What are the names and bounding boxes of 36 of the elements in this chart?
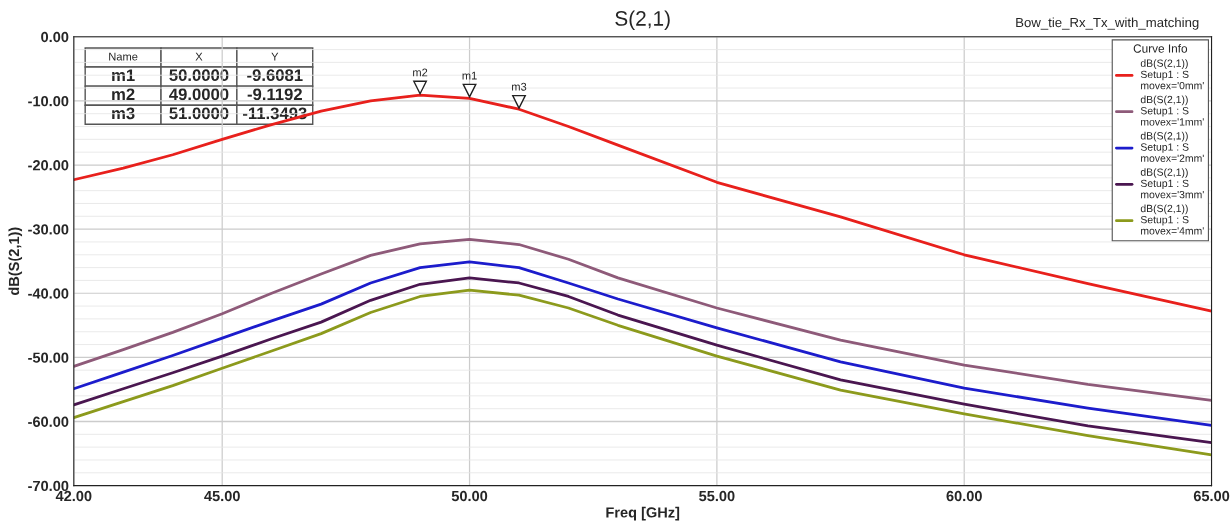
chart-title: S(2,1): [615, 10, 670, 30]
annotation: m1: [112, 69, 135, 81]
line-series: [73, 260, 1212, 427]
y-tick-label: -30.00: [28, 224, 69, 235]
annotation: 49.0000: [169, 88, 229, 101]
x-tick-label: 42.00: [55, 490, 92, 502]
annotation: X: [195, 52, 203, 61]
x-tick-label: 50.00: [451, 490, 488, 502]
y-tick-label: -60.00: [28, 416, 69, 427]
x-axis-title: Freq [GHz]: [606, 506, 680, 521]
annotation: -9.6081: [247, 69, 303, 82]
annotation: m1: [462, 71, 477, 80]
annotation: m2: [112, 88, 135, 100]
x-tick-label: 55.00: [699, 490, 735, 502]
x-tick-label: 45.00: [204, 490, 240, 502]
y-tick-label: -20.00: [28, 160, 69, 171]
x-tick-label: 65.00: [1193, 490, 1230, 502]
y-tick-label: -50.00: [28, 352, 69, 363]
legend-label: dB(S(2,1)) Setup1 : S movex='4mm': [1140, 204, 1204, 235]
y-tick-label: -10.00: [28, 95, 69, 107]
x-tick-label: 60.00: [946, 490, 982, 502]
annotation: m3: [112, 107, 135, 120]
chart-subtitle: Bow_tie_Rx_Tx_with_matching: [1016, 17, 1199, 30]
y-tick-label: -70.00: [28, 480, 69, 492]
annotation: m2: [413, 68, 428, 77]
annotation: Y: [271, 52, 279, 61]
y-tick-label: 0.00: [41, 31, 69, 43]
line-series: [73, 238, 1212, 402]
annotation: Name: [109, 52, 138, 61]
annotation: 50.0000: [169, 69, 229, 82]
annotation: 51.0000: [169, 107, 229, 120]
annotation: m3: [512, 82, 527, 91]
y-tick-label: -40.00: [28, 288, 69, 299]
legend-title: Curve Info: [1133, 44, 1188, 53]
y-axis-title: dB(S(2,1)): [8, 227, 23, 296]
annotation: -9.1192: [247, 88, 302, 101]
